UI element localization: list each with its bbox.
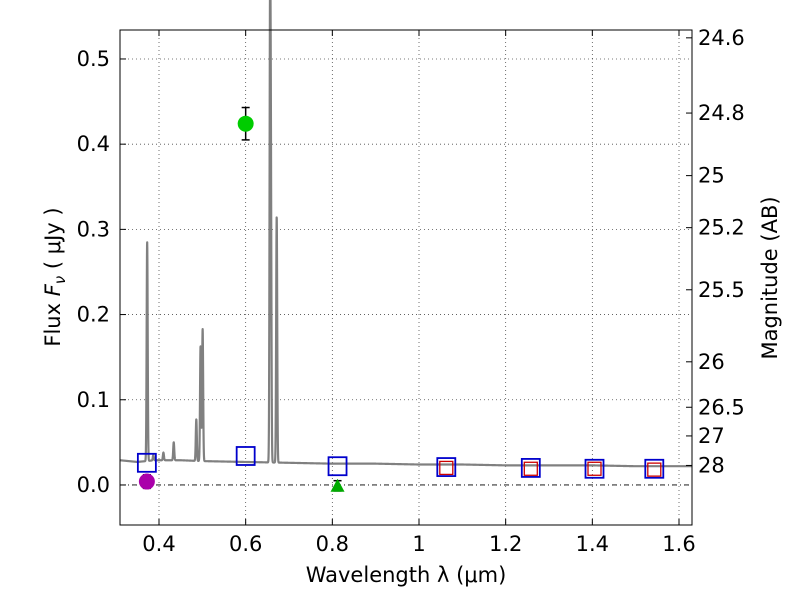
- y-tick-label: 0.5: [77, 47, 110, 71]
- spectrum-line: [119, 0, 693, 468]
- data-point-square: [584, 458, 605, 479]
- x-tick-label: 1.6: [662, 532, 695, 556]
- y2-axis-label: Magnitude (AB): [758, 196, 782, 359]
- x-tick-label: 1.2: [489, 532, 522, 556]
- x-tick-label: 1.4: [576, 532, 609, 556]
- x-axis-ticks: 0.4 0.6 0.8 1 1.2 1.4 1.6: [142, 30, 696, 556]
- data-point-square: [235, 446, 256, 466]
- y2-tick-label: 27: [698, 424, 725, 448]
- x-tick-label: 1: [412, 532, 425, 556]
- data-point-square: [439, 460, 454, 476]
- data-point-circle: [237, 115, 254, 132]
- y-tick-label: 0.2: [77, 303, 110, 327]
- data-point-square: [327, 456, 348, 477]
- x-tick-label: 0.8: [316, 532, 349, 556]
- y-axis-label-var: F: [41, 283, 65, 296]
- y-axis-ticks: 0.0 0.1 0.2 0.3 0.4 0.5: [77, 47, 126, 497]
- y2-tick-label: 25.5: [698, 278, 745, 302]
- y2-tick-label: 24.6: [698, 26, 745, 50]
- data-point-circle: [138, 473, 155, 490]
- data-point-square: [436, 457, 457, 477]
- y-axis-label: Flux Fν ( μJy ): [41, 207, 69, 346]
- y2-tick-label: 28: [698, 453, 725, 477]
- y2-tick-label: 25.2: [698, 216, 745, 240]
- y-tick-label: 0.0: [77, 473, 110, 497]
- data-point-square: [136, 452, 157, 473]
- y2-tick-label: 25: [698, 164, 725, 188]
- data-point-square: [520, 458, 541, 478]
- y2-tick-label: 24.8: [698, 101, 745, 125]
- y-axis-label-sub: ν: [51, 276, 69, 284]
- x-axis-label: Wavelength λ (μm): [306, 563, 507, 587]
- y-tick-label: 0.1: [77, 388, 110, 412]
- data-point-square: [587, 461, 602, 476]
- y-axis-label-unit: ( μJy ): [41, 207, 65, 275]
- data-point-square: [523, 461, 538, 476]
- data-point-square: [647, 462, 662, 477]
- y2-axis-ticks: 24.6 24.8 25 25.2 25.5 26 26.5 27 28: [686, 26, 745, 477]
- y-tick-label: 0.3: [77, 217, 110, 241]
- data-point-triangle: [330, 478, 345, 492]
- y-tick-label: 0.4: [77, 132, 110, 156]
- y2-tick-label: 26: [698, 350, 725, 374]
- model-spectrum: [119, 0, 693, 468]
- axes-frame: [119, 29, 693, 526]
- photometry-points: [136, 106, 665, 492]
- x-tick-label: 0.6: [229, 532, 262, 556]
- y2-tick-label: 26.5: [698, 395, 745, 419]
- x-tick-label: 0.4: [142, 532, 175, 556]
- y-axis-label-prefix: Flux: [41, 296, 65, 346]
- grid-lines: [120, 30, 692, 525]
- data-point-square: [644, 458, 665, 479]
